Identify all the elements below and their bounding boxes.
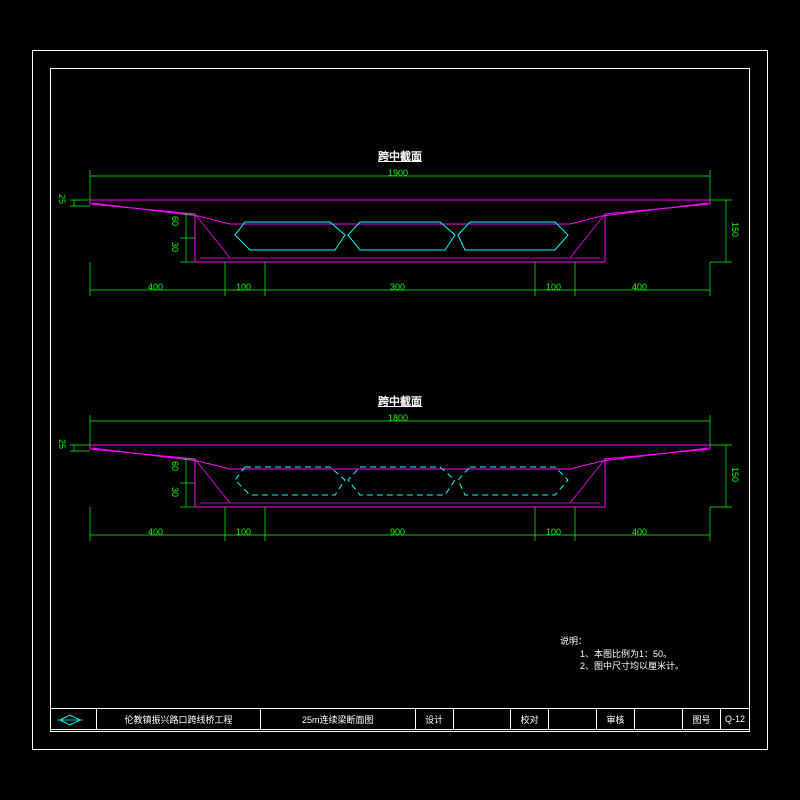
s2-inner-b: 30 bbox=[170, 487, 180, 497]
s1-total-width: 1900 bbox=[388, 168, 408, 178]
notes-title: 说明： bbox=[560, 635, 684, 648]
tb-sheet-label: 图号 bbox=[683, 709, 721, 729]
s2-top-slab: 25 bbox=[57, 439, 67, 449]
tb-sheet-no: Q-12 bbox=[721, 709, 749, 729]
s1-bd-4: 400 bbox=[632, 282, 647, 292]
section2-drawing bbox=[70, 415, 732, 541]
s2-total-width: 1800 bbox=[388, 413, 408, 423]
drawing-canvas bbox=[0, 0, 800, 800]
tb-design-label: 设计 bbox=[416, 709, 454, 729]
tb-check-val bbox=[549, 709, 597, 729]
s2-bd-3: 100 bbox=[546, 527, 561, 537]
s2-bd-4: 400 bbox=[632, 527, 647, 537]
s1-bd-0: 400 bbox=[148, 282, 163, 292]
section1-drawing bbox=[70, 170, 732, 296]
tb-check-label: 校对 bbox=[511, 709, 549, 729]
tb-logo bbox=[51, 709, 97, 729]
s2-inner-a: 60 bbox=[170, 461, 180, 471]
notes-block: 说明： 1、本图比例为1：50。 2、图中尺寸均以厘米计。 bbox=[560, 635, 684, 673]
tb-project: 伦教镇振兴路口跨线桥工程 bbox=[97, 709, 261, 729]
notes-line-2: 2、图中尺寸均以厘米计。 bbox=[560, 660, 684, 673]
s2-bd-0: 400 bbox=[148, 527, 163, 537]
s1-height: 150 bbox=[730, 222, 740, 237]
tb-review-label: 审核 bbox=[597, 709, 635, 729]
s2-bd-1: 100 bbox=[236, 527, 251, 537]
tb-drawing: 25m连续梁断面图 bbox=[261, 709, 415, 729]
s1-bd-1: 100 bbox=[236, 282, 251, 292]
tb-design-val bbox=[454, 709, 512, 729]
s2-height: 150 bbox=[730, 467, 740, 482]
s1-bd-3: 100 bbox=[546, 282, 561, 292]
s2-bd-2: 900 bbox=[390, 527, 405, 537]
s1-inner-a: 60 bbox=[170, 216, 180, 226]
s1-inner-b: 30 bbox=[170, 242, 180, 252]
s1-top-slab: 25 bbox=[57, 194, 67, 204]
s1-bd-2: 300 bbox=[390, 282, 405, 292]
title-block: 伦教镇振兴路口跨线桥工程 25m连续梁断面图 设计 校对 审核 图号 Q-12 bbox=[50, 708, 750, 730]
notes-line-1: 1、本图比例为1：50。 bbox=[560, 648, 684, 661]
tb-review-val bbox=[635, 709, 683, 729]
